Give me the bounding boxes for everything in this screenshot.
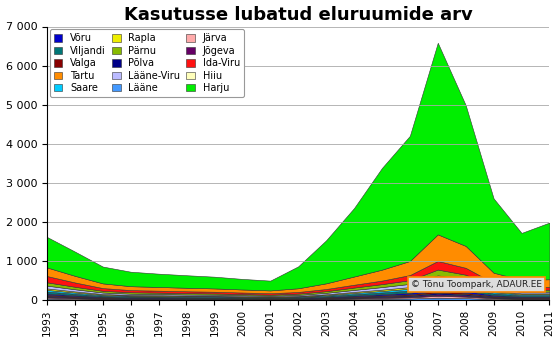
Text: © Tõnu Toompark, ADAUR.EE: © Tõnu Toompark, ADAUR.EE [411,280,542,289]
Legend: Võru, Viljandi, Valga, Tartu, Saare, Rapla, Pärnu, Põlva, Lääne-Viru, Lääne, Jär: Võru, Viljandi, Valga, Tartu, Saare, Rap… [50,29,244,97]
Title: Kasutusse lubatud eluruumide arv: Kasutusse lubatud eluruumide arv [124,5,473,24]
